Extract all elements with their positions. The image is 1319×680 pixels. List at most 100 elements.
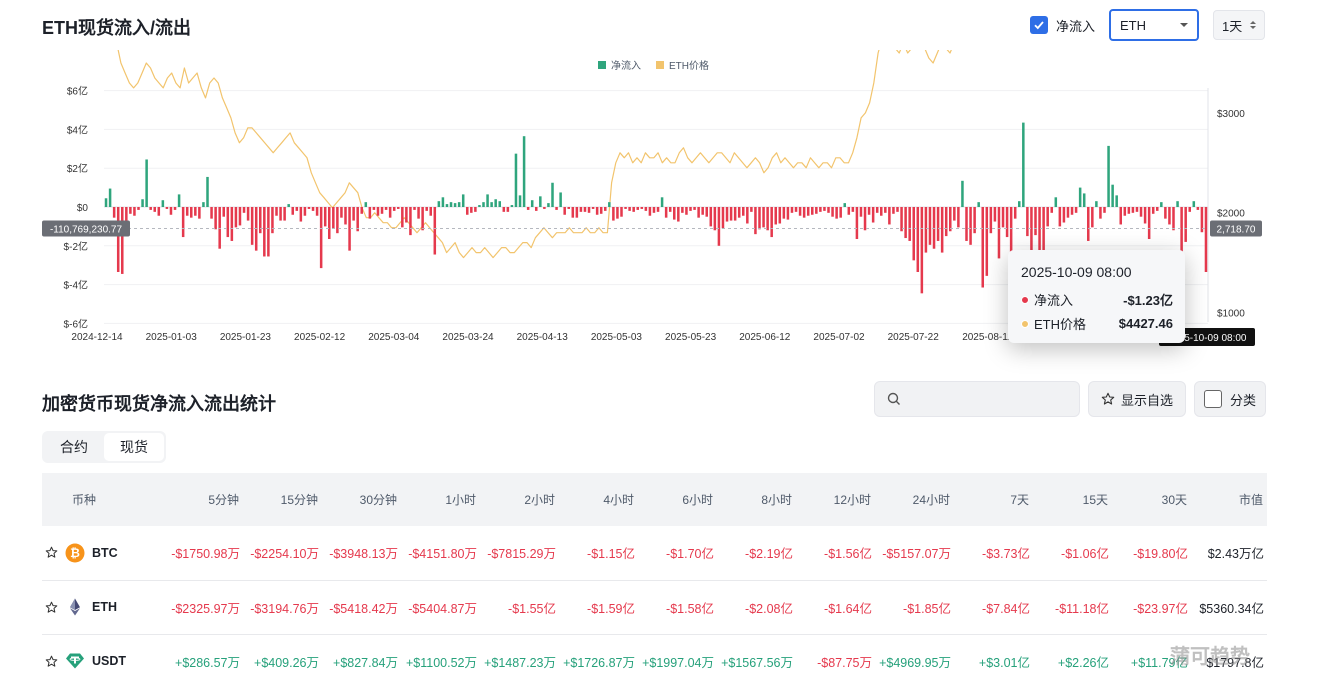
flow-bar[interactable] <box>794 207 798 212</box>
flow-bar[interactable] <box>1127 207 1131 214</box>
flow-bar[interactable] <box>1018 201 1021 207</box>
flow-bar[interactable] <box>673 207 676 220</box>
flow-bar[interactable] <box>413 207 416 210</box>
coin-select[interactable]: ETH <box>1109 9 1199 41</box>
flow-bar[interactable] <box>137 207 140 210</box>
flow-bar[interactable] <box>530 200 534 207</box>
flow-bar[interactable] <box>847 207 851 215</box>
flow-bar[interactable] <box>104 198 108 207</box>
flow-bar[interactable] <box>1168 207 1171 225</box>
flow-bar[interactable] <box>798 207 802 216</box>
flow-bar[interactable] <box>697 207 700 218</box>
flow-bar[interactable] <box>1143 207 1147 224</box>
flow-bar[interactable] <box>587 207 591 213</box>
flow-bar[interactable] <box>1066 207 1070 218</box>
flow-bar[interactable] <box>259 207 262 234</box>
flow-bar[interactable] <box>234 207 238 228</box>
flow-bar[interactable] <box>1119 207 1122 225</box>
flow-bar[interactable] <box>827 207 830 213</box>
col-header-15d[interactable]: 15天 <box>1082 493 1108 507</box>
flow-bar[interactable] <box>961 180 964 207</box>
flow-bar[interactable] <box>754 207 757 235</box>
flow-bar[interactable] <box>636 207 639 210</box>
checkbox-checked-icon[interactable] <box>1029 16 1048 34</box>
table-row[interactable]: ETH -$2325.97万 -$3194.76万 -$5418.42万 -$5404.… <box>42 580 1267 634</box>
col-header-2h[interactable]: 2小时 <box>524 493 555 507</box>
flow-bar[interactable] <box>1160 202 1163 207</box>
flow-bar[interactable] <box>470 207 473 213</box>
flow-bar[interactable] <box>1046 207 1049 227</box>
flow-bar[interactable] <box>1026 207 1029 237</box>
search-input[interactable] <box>909 391 1069 407</box>
flow-bar[interactable] <box>912 207 915 261</box>
flow-bar[interactable] <box>1115 195 1118 207</box>
flow-bar[interactable] <box>474 207 477 212</box>
flow-bar[interactable] <box>644 207 648 211</box>
flow-bar[interactable] <box>185 207 189 216</box>
flow-bar[interactable] <box>384 207 388 210</box>
flow-bar[interactable] <box>705 207 708 217</box>
flow-bar[interactable] <box>121 207 124 274</box>
flow-bar[interactable] <box>1070 207 1074 215</box>
flow-bar[interactable] <box>230 207 234 241</box>
flow-bar[interactable] <box>466 207 469 215</box>
flow-bar[interactable] <box>1087 207 1090 241</box>
flow-bar[interactable] <box>551 182 554 207</box>
flow-bar[interactable] <box>1078 187 1082 207</box>
flow-bar[interactable] <box>904 207 907 239</box>
flow-bar[interactable] <box>563 207 566 215</box>
flow-bar[interactable] <box>892 207 895 214</box>
flow-bar[interactable] <box>908 207 911 241</box>
flow-bar[interactable] <box>401 207 404 228</box>
flow-bar[interactable] <box>746 207 749 224</box>
tab-futures[interactable]: 合约 <box>60 439 88 455</box>
flow-bar[interactable] <box>571 207 575 218</box>
flow-bar[interactable] <box>632 207 635 212</box>
flow-bar[interactable] <box>733 207 737 221</box>
flow-bar[interactable] <box>863 207 867 231</box>
flow-bar[interactable] <box>1001 207 1005 228</box>
flow-bar[interactable] <box>693 207 696 210</box>
flow-bar[interactable] <box>750 207 753 212</box>
flow-bar[interactable] <box>823 207 826 211</box>
flow-bar[interactable] <box>604 207 607 211</box>
flow-bar[interactable] <box>871 207 875 223</box>
flow-bar[interactable] <box>1095 201 1098 207</box>
flow-bar[interactable] <box>709 207 713 227</box>
flow-bar[interactable] <box>1030 207 1033 267</box>
flow-bar[interactable] <box>1062 207 1066 223</box>
flow-bar[interactable] <box>729 207 733 221</box>
checkbox-unchecked-icon[interactable] <box>1203 390 1222 408</box>
interval-select[interactable]: 1天 <box>1213 10 1265 40</box>
flow-bar[interactable] <box>299 207 303 222</box>
flow-bar[interactable] <box>368 207 372 219</box>
col-header-6h[interactable]: 6小时 <box>682 493 713 507</box>
flow-bar[interactable] <box>380 207 384 214</box>
flow-bar[interactable] <box>405 207 408 223</box>
flow-bar[interactable] <box>161 200 165 207</box>
flow-bar[interactable] <box>1184 207 1187 242</box>
flow-bar[interactable] <box>336 207 339 234</box>
col-header-1h[interactable]: 1小时 <box>445 493 476 507</box>
flow-bar[interactable] <box>1200 207 1204 233</box>
flow-bar[interactable] <box>116 207 120 272</box>
flow-bar[interactable] <box>177 194 181 207</box>
flow-bar[interactable] <box>348 207 351 251</box>
flow-bar[interactable] <box>1005 207 1009 238</box>
flow-bar[interactable] <box>238 207 242 226</box>
flow-bar[interactable] <box>226 207 230 238</box>
flow-bar[interactable] <box>486 194 489 207</box>
flow-bar[interactable] <box>1111 184 1114 207</box>
flow-bar[interactable] <box>859 207 863 217</box>
flow-bar[interactable] <box>591 207 595 209</box>
col-header-15m[interactable]: 15分钟 <box>280 493 318 507</box>
flow-bar[interactable] <box>218 207 221 249</box>
flow-bar[interactable] <box>181 207 185 238</box>
favorite-star-icon[interactable] <box>45 655 58 668</box>
flow-bar[interactable] <box>1103 207 1106 213</box>
flow-bar[interactable] <box>681 207 684 213</box>
flow-bar[interactable] <box>815 207 818 214</box>
flow-bar[interactable] <box>1107 145 1110 207</box>
flow-bar[interactable] <box>981 207 984 288</box>
flow-bar[interactable] <box>612 207 615 221</box>
